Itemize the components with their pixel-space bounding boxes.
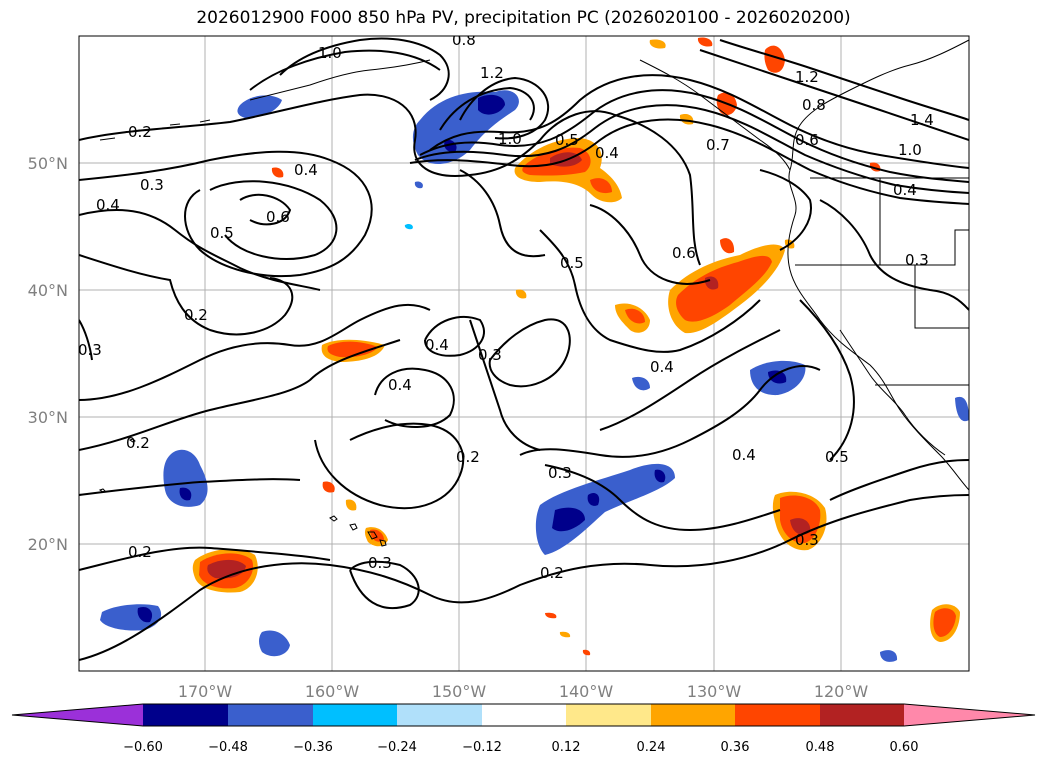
- precip-shading: [100, 37, 969, 662]
- svg-text:0.4: 0.4: [96, 196, 120, 214]
- lat-label-50: 50°N: [28, 154, 68, 173]
- colorbar-segment: [397, 704, 482, 726]
- colorbar-segment: [735, 704, 820, 726]
- svg-text:0.48: 0.48: [806, 740, 835, 755]
- svg-text:0.36: 0.36: [721, 740, 750, 755]
- svg-text:0.5: 0.5: [555, 131, 579, 149]
- islands: [98, 438, 387, 547]
- svg-text:−0.60: −0.60: [123, 740, 163, 755]
- colorbar-segment: [651, 704, 735, 726]
- svg-text:0.4: 0.4: [294, 161, 318, 179]
- svg-text:1.4: 1.4: [910, 111, 934, 129]
- colorbar-extend-low: [12, 704, 143, 726]
- svg-text:0.3: 0.3: [478, 346, 502, 364]
- map-frame: [78, 35, 970, 672]
- svg-text:0.12: 0.12: [552, 740, 581, 755]
- colorbar-segment: [566, 704, 651, 726]
- svg-text:−0.48: −0.48: [208, 740, 248, 755]
- svg-text:0.6: 0.6: [266, 208, 290, 226]
- svg-text:0.3: 0.3: [140, 176, 164, 194]
- svg-text:0.3: 0.3: [368, 554, 392, 572]
- colorbar-segment: [482, 704, 566, 726]
- lat-label-30: 30°N: [28, 408, 68, 427]
- lon-label-120w: 120°W: [814, 682, 869, 701]
- lon-label-130w: 130°W: [687, 682, 742, 701]
- svg-text:0.6: 0.6: [672, 244, 696, 262]
- lon-label-150w: 150°W: [432, 682, 487, 701]
- colorbar: [11, 703, 1036, 727]
- svg-text:0.4: 0.4: [595, 144, 619, 162]
- svg-text:0.7: 0.7: [706, 136, 730, 154]
- svg-text:0.2: 0.2: [456, 448, 480, 466]
- lat-label-20: 20°N: [28, 535, 68, 554]
- colorbar-tick-labels: −0.60 −0.48 −0.36 −0.24 −0.12 0.12 0.24 …: [123, 740, 918, 755]
- svg-text:0.5: 0.5: [210, 224, 234, 242]
- map-title: 2026012900 F000 850 hPa PV, precipitatio…: [196, 8, 851, 28]
- svg-text:1.0: 1.0: [898, 141, 922, 159]
- svg-text:−0.36: −0.36: [293, 740, 333, 755]
- contour-labels: 0.2 0.3 0.4 0.5 0.6 0.4 0.2 1.0 0.8 1.2 …: [78, 31, 934, 582]
- svg-text:0.4: 0.4: [388, 376, 412, 394]
- svg-text:0.24: 0.24: [637, 740, 666, 755]
- svg-text:0.5: 0.5: [560, 254, 584, 272]
- svg-text:0.4: 0.4: [650, 358, 674, 376]
- colorbar-segment: [313, 704, 397, 726]
- lat-label-40: 40°N: [28, 281, 68, 300]
- svg-text:0.3: 0.3: [905, 251, 929, 269]
- svg-text:0.4: 0.4: [893, 181, 917, 199]
- svg-text:0.60: 0.60: [890, 740, 919, 755]
- svg-text:0.2: 0.2: [184, 306, 208, 324]
- svg-text:0.8: 0.8: [452, 31, 476, 49]
- svg-text:0.8: 0.8: [802, 96, 826, 114]
- svg-text:0.2: 0.2: [128, 123, 152, 141]
- svg-text:0.2: 0.2: [540, 564, 564, 582]
- svg-text:0.2: 0.2: [128, 543, 152, 561]
- lat-tick-labels: 50°N 40°N 30°N 20°N: [28, 154, 68, 554]
- colorbar-segment: [228, 704, 313, 726]
- svg-text:0.3: 0.3: [795, 531, 819, 549]
- svg-text:−0.12: −0.12: [462, 740, 502, 755]
- svg-text:0.4: 0.4: [425, 336, 449, 354]
- svg-text:0.3: 0.3: [548, 464, 572, 482]
- svg-text:1.2: 1.2: [795, 68, 819, 86]
- coastlines: [99, 39, 969, 491]
- svg-text:0.6: 0.6: [795, 131, 819, 149]
- svg-text:0.5: 0.5: [825, 448, 849, 466]
- lon-label-160w: 160°W: [305, 682, 360, 701]
- svg-text:1.2: 1.2: [480, 64, 504, 82]
- svg-text:0.3: 0.3: [78, 341, 102, 359]
- lon-label-170w: 170°W: [178, 682, 233, 701]
- lon-label-140w: 140°W: [559, 682, 614, 701]
- colorbar-segment: [143, 704, 228, 726]
- svg-text:0.2: 0.2: [126, 434, 150, 452]
- svg-text:0.4: 0.4: [732, 446, 756, 464]
- colorbar-segment: [820, 704, 904, 726]
- svg-text:1.0: 1.0: [498, 130, 522, 148]
- colorbar-extend-high: [904, 704, 1035, 726]
- svg-text:−0.24: −0.24: [377, 740, 417, 755]
- svg-text:1.0: 1.0: [318, 44, 342, 62]
- lon-tick-labels: 170°W 160°W 150°W 140°W 130°W 120°W: [178, 682, 869, 701]
